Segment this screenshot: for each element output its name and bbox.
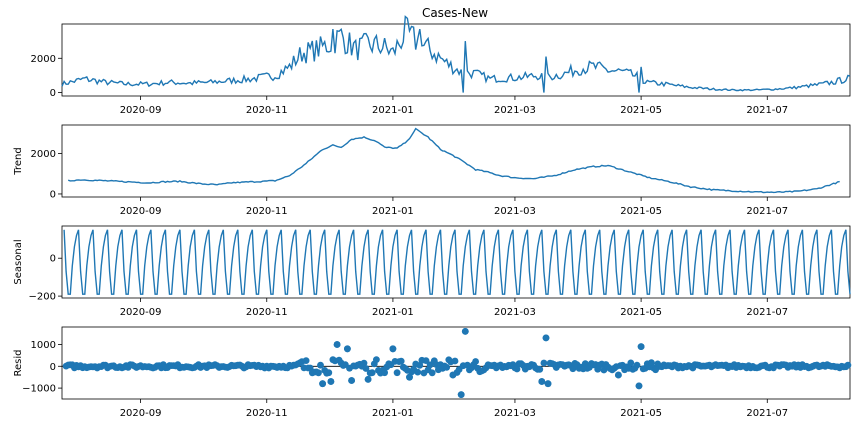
y-tick-label: 2000: [31, 54, 56, 65]
y-axis-label: Trend: [13, 147, 24, 175]
series-line: [61, 15, 851, 93]
x-tick-label: 2021-07: [746, 408, 788, 419]
x-tick-label: 2021-01: [372, 307, 414, 318]
resid-point: [633, 361, 641, 369]
resid-outlier: [457, 391, 465, 398]
resid-point: [414, 368, 422, 376]
resid-point: [627, 359, 635, 367]
resid-point: [317, 361, 324, 369]
x-tick-label: 2020-09: [120, 105, 162, 116]
resid-point: [443, 364, 451, 371]
y-tick-label: 0: [50, 254, 56, 265]
x-tick-label: 2021-03: [494, 307, 536, 318]
resid-outlier: [635, 382, 643, 390]
resid-point: [373, 356, 380, 363]
x-tick-label: 2021-07: [746, 307, 788, 318]
panel-seasonal: 0 −200 2020-09 2020-11 2021-01 2021-03 2021-05…: [13, 225, 851, 318]
x-tick-label: 2021-03: [494, 408, 536, 419]
resid-point: [416, 362, 424, 369]
x-tick-label: 2021-03: [494, 206, 536, 217]
y-tick-label: 1000: [31, 340, 56, 351]
resid-outlier: [348, 377, 355, 384]
x-tick-label: 2021-01: [372, 408, 414, 419]
x-tick-label: 2021-05: [620, 105, 662, 116]
y-axis-label: Seasonal: [13, 239, 24, 284]
resid-outlier: [449, 371, 457, 379]
x-tick-label: 2021-05: [620, 408, 662, 419]
resid-point: [540, 359, 548, 367]
resid-point: [428, 369, 436, 377]
resid-point: [451, 357, 459, 365]
x-tick-label: 2021-07: [746, 206, 788, 217]
y-tick-label: −1000: [22, 384, 56, 395]
resid-outlier: [461, 328, 469, 335]
resid-outlier: [364, 376, 372, 383]
y-tick-label: 0: [50, 88, 56, 99]
x-tick-label: 2020-09: [120, 307, 162, 318]
resid-outlier: [327, 378, 335, 385]
x-tick-label: 2020-09: [120, 206, 162, 217]
resid-point: [381, 369, 388, 377]
chart-title: Cases-New: [422, 6, 488, 20]
x-tick-label: 2021-05: [620, 307, 662, 318]
resid-outlier: [615, 371, 622, 379]
x-tick-label: 2020-11: [246, 408, 288, 419]
resid-outlier: [406, 373, 413, 381]
resid-point: [472, 358, 479, 365]
resid-point: [325, 369, 333, 377]
y-tick-label: 0: [50, 189, 56, 200]
x-tick-label: 2021-01: [372, 206, 414, 217]
trend-line: [67, 127, 840, 194]
resid-point: [844, 361, 852, 369]
resid-point: [536, 365, 544, 373]
plot-frame: [61, 124, 851, 198]
seasonal-line: [63, 229, 851, 295]
resid-outlier: [333, 341, 341, 348]
resid-point: [422, 357, 430, 364]
x-tick-label: 2021-03: [494, 105, 536, 116]
y-tick-label: 2000: [31, 149, 56, 160]
y-tick-label: 0: [50, 362, 56, 373]
resid-outlier: [637, 343, 645, 350]
y-axis-label: Resid: [13, 350, 24, 377]
y-tick-label: −200: [29, 292, 56, 303]
resid-point: [368, 369, 376, 377]
resid-point: [360, 359, 368, 367]
resid-point: [362, 365, 370, 372]
resid-outlier: [538, 378, 546, 385]
x-tick-label: 2021-05: [620, 206, 662, 217]
resid-point: [513, 365, 521, 373]
resid-outlier: [544, 380, 552, 388]
x-tick-label: 2020-11: [246, 105, 288, 116]
resid-outlier: [344, 345, 351, 353]
x-tick-label: 2021-07: [746, 105, 788, 116]
resid-outlier: [389, 345, 397, 353]
x-tick-label: 2021-01: [372, 105, 414, 116]
plot-frame: [61, 23, 851, 97]
panel-trend: 0 2000 2020-09 2020-11 2021-01 2021-03 2021-05…: [13, 124, 851, 217]
resid-outlier: [319, 380, 326, 388]
x-tick-label: 2020-09: [120, 408, 162, 419]
plot-frame: [61, 225, 851, 299]
panel-resid: 1000 0 −1000 2020-09 2020-11 2021-01 2021-03 20…: [13, 326, 852, 419]
resid-point: [315, 369, 322, 377]
resid-point: [397, 357, 405, 365]
resid-outlier: [542, 334, 550, 342]
resid-point: [648, 359, 655, 367]
x-tick-label: 2020-11: [246, 307, 288, 318]
resid-point: [393, 369, 401, 377]
resid-point: [302, 357, 310, 364]
x-tick-label: 2020-11: [246, 206, 288, 217]
panel-observed: 0 2000 2020-09 2020-11 2021-01 2021-03 2021-05…: [31, 15, 851, 116]
